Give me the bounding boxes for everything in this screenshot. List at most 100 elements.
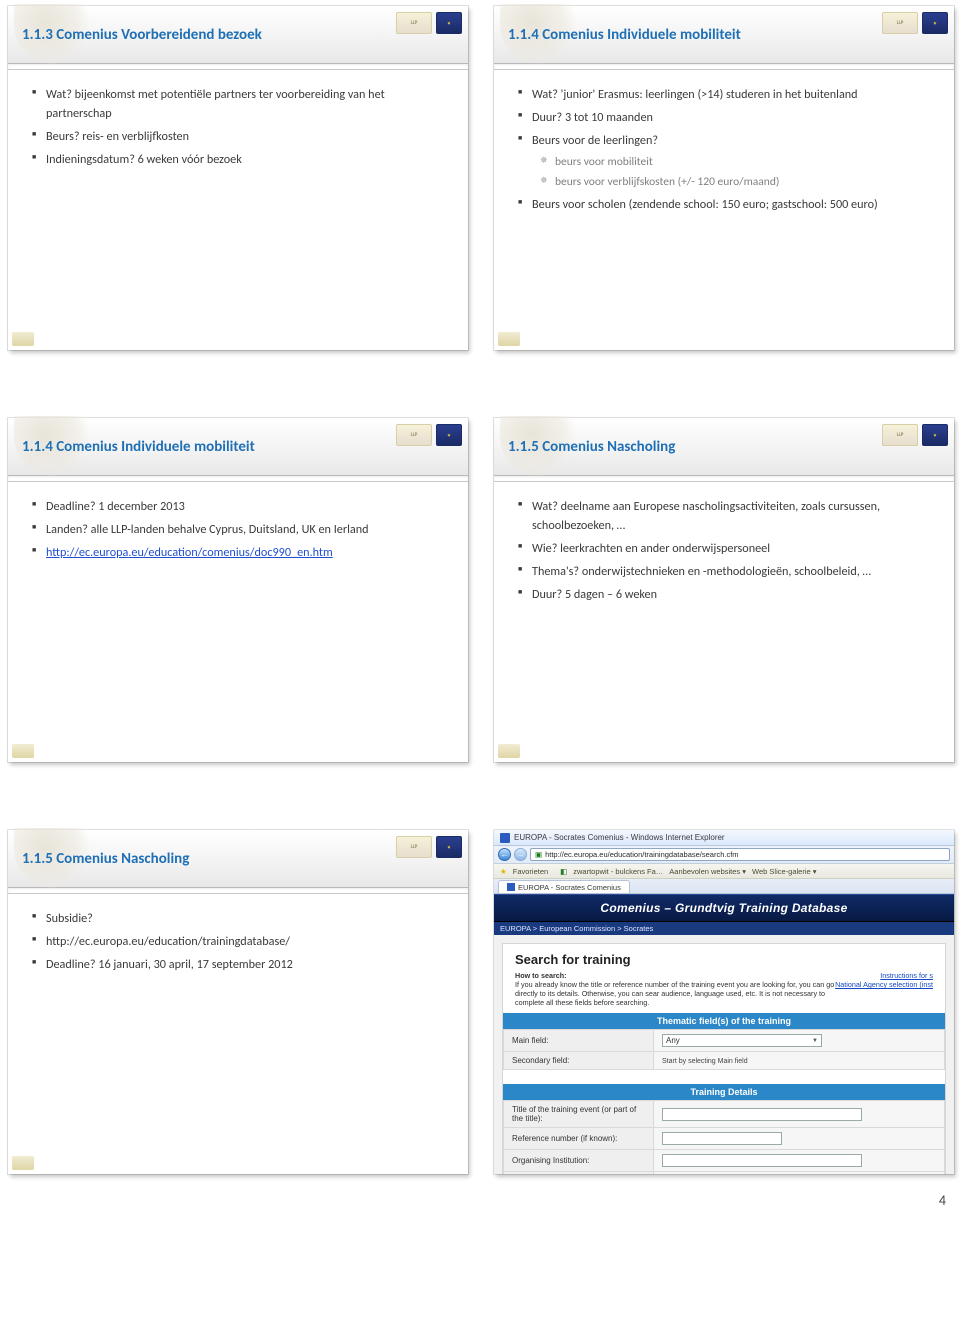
bullet-list: Wat? 'junior' Erasmus: leerlingen (>14) … <box>518 86 934 215</box>
fav-item[interactable]: zwartopwit - bulckens Fa… <box>573 867 663 876</box>
slide-2: 1.1.4 Comenius Individuele mobiliteit LL… <box>494 6 954 350</box>
slide-body: Wat? 'junior' Erasmus: leerlingen (>14) … <box>494 70 954 229</box>
list-item: Deadline? 1 december 2013 <box>32 498 448 517</box>
footer-logo <box>12 744 34 758</box>
back-button[interactable]: ← <box>498 848 511 861</box>
label-org: Organising Institution: <box>504 1150 654 1172</box>
slide-header: 1.1.4 Comenius Individuele mobiliteit LL… <box>494 6 954 63</box>
slide-header: 1.1.5 Comenius Nascholing LLP ⋆ <box>494 418 954 475</box>
list-item: Beurs voor de leerlingen? beurs voor mob… <box>518 132 934 192</box>
list-item: Indieningsdatum? 6 weken vóór bezoek <box>32 151 448 170</box>
slide-1: 1.1.3 Comenius Voorbereidend bezoek LLP … <box>8 6 468 350</box>
favorites-bar: ★ Favorieten ◧ zwartopwit - bulckens Fa…… <box>494 864 954 879</box>
ref-input[interactable] <box>662 1132 782 1145</box>
database-banner: Comenius – Grundtvig Training Database <box>494 894 954 922</box>
slide-title: 1.1.4 Comenius Individuele mobiliteit <box>22 438 255 456</box>
help-row: How to search: If you already know the t… <box>503 971 945 1013</box>
eu-flag-icon: ⋆ <box>436 12 462 34</box>
list-item: Beurs? reis- en verblijfkosten <box>32 128 448 147</box>
footer-logo <box>12 332 34 346</box>
footer-logo <box>498 744 520 758</box>
favicon-icon <box>500 833 510 843</box>
list-item: Beurs voor scholen (zendende school: 150… <box>518 196 934 215</box>
list-item: Thema's? onderwijstechnieken en -methodo… <box>518 563 934 582</box>
table-row: Reference number (if known): <box>504 1128 945 1150</box>
table-row: Main field: Any▼ <box>504 1030 945 1052</box>
divider <box>8 63 468 70</box>
cell-country: Any▼ <box>654 1172 945 1175</box>
label-main-field: Main field: <box>504 1030 654 1052</box>
section-band-details: Training Details <box>503 1084 945 1100</box>
list-item: Duur? 5 dagen – 6 weken <box>518 586 934 605</box>
secondary-hint: Start by selecting Main field <box>662 1058 748 1065</box>
header-badges: LLP ⋆ <box>882 424 948 446</box>
label-secondary-field: Secondary field: <box>504 1052 654 1070</box>
list-item: Deadline? 16 januari, 30 april, 17 septe… <box>32 956 448 975</box>
sub-item: beurs voor mobiliteit <box>540 154 934 172</box>
search-heading: Search for training <box>503 944 945 971</box>
window-title: EUROPA - Socrates Comenius - Windows Int… <box>514 833 725 842</box>
eu-flag-icon: ⋆ <box>922 424 948 446</box>
llp-badge: LLP <box>396 424 432 446</box>
address-bar[interactable]: ▣ http://ec.europa.eu/education/training… <box>530 848 950 861</box>
slide-title: 1.1.5 Comenius Nascholing <box>508 438 675 456</box>
list-item: Wat? deelname aan Europese nascholingsac… <box>518 498 934 536</box>
breadcrumb: EUROPA > European Commission > Socrates <box>494 922 954 935</box>
bullet-list: Wat? bijeenkomst met potentiële partners… <box>32 86 448 170</box>
cell-org <box>654 1150 945 1172</box>
fav-item[interactable]: Web Slice-galerie ▾ <box>752 867 817 876</box>
list-item: Duur? 3 tot 10 maanden <box>518 109 934 128</box>
favorites-label[interactable]: Favorieten <box>513 867 548 876</box>
fav-item[interactable]: Aanbevolen websites ▾ <box>669 867 746 876</box>
llp-badge: LLP <box>396 12 432 34</box>
slide-header: 1.1.3 Comenius Voorbereidend bezoek LLP … <box>8 6 468 63</box>
header-badges: LLP ⋆ <box>396 424 462 446</box>
list-item: Wie? leerkrachten en ander onderwijspers… <box>518 540 934 559</box>
bullet-list: Subsidie? http://ec.europa.eu/education/… <box>32 910 448 975</box>
slide-title: 1.1.4 Comenius Individuele mobiliteit <box>508 26 741 44</box>
llp-badge: LLP <box>396 836 432 858</box>
main-field-select[interactable]: Any▼ <box>662 1034 822 1047</box>
slide-5: 1.1.5 Comenius Nascholing LLP ⋆ Subsidie… <box>8 830 468 1174</box>
list-item: Wat? bijeenkomst met potentiële partners… <box>32 86 448 124</box>
cell-ref-number <box>654 1128 945 1150</box>
slide-header: 1.1.4 Comenius Individuele mobiliteit LL… <box>8 418 468 475</box>
sub-item: beurs voor verblijfskosten (+/- 120 euro… <box>540 174 934 192</box>
llp-badge: LLP <box>882 12 918 34</box>
slide-header: 1.1.5 Comenius Nascholing LLP ⋆ <box>8 830 468 887</box>
slide-grid: 1.1.3 Comenius Voorbereidend bezoek LLP … <box>8 6 952 1174</box>
chevron-down-icon: ▼ <box>812 1038 818 1044</box>
search-card: Search for training How to search: If yo… <box>502 943 946 1174</box>
divider <box>8 475 468 482</box>
section-band-thematic: Thematic field(s) of the training <box>503 1013 945 1029</box>
slide-3: 1.1.4 Comenius Individuele mobiliteit LL… <box>8 418 468 762</box>
eu-flag-icon: ⋆ <box>922 12 948 34</box>
bullet-list: Deadline? 1 december 2013 Landen? alle L… <box>32 498 448 563</box>
list-item: Landen? alle LLP-landen behalve Cyprus, … <box>32 521 448 540</box>
doc-link[interactable]: http://ec.europa.eu/education/comenius/d… <box>46 545 333 560</box>
page-content: Search for training How to search: If yo… <box>494 935 954 1174</box>
divider <box>494 475 954 482</box>
slide-body: Subsidie? http://ec.europa.eu/education/… <box>8 894 468 989</box>
header-badges: LLP ⋆ <box>882 12 948 34</box>
divider <box>8 887 468 894</box>
instructions-link[interactable]: Instructions for s <box>880 971 933 980</box>
browser-toolbar: ← → ▣ http://ec.europa.eu/education/trai… <box>494 846 954 864</box>
agency-link[interactable]: National Agency selection (inst <box>835 980 933 989</box>
list-item: http://ec.europa.eu/education/comenius/d… <box>32 544 448 563</box>
star-icon: ★ <box>500 867 507 876</box>
slide-title: 1.1.3 Comenius Voorbereidend bezoek <box>22 26 262 44</box>
howto-label: How to search: <box>515 971 567 980</box>
org-input[interactable] <box>662 1154 862 1167</box>
browser-titlebar: EUROPA - Socrates Comenius - Windows Int… <box>494 830 954 846</box>
slide-4: 1.1.5 Comenius Nascholing LLP ⋆ Wat? dee… <box>494 418 954 762</box>
table-row: Organising Institution: <box>504 1150 945 1172</box>
slide-body: Deadline? 1 december 2013 Landen? alle L… <box>8 482 468 577</box>
browser-tab[interactable]: EUROPA - Socrates Comenius <box>498 880 630 893</box>
list-item: http://ec.europa.eu/education/trainingda… <box>32 933 448 952</box>
forward-button[interactable]: → <box>514 848 527 861</box>
title-input[interactable] <box>662 1108 862 1121</box>
llp-badge: LLP <box>882 424 918 446</box>
browser-window: EUROPA - Socrates Comenius - Windows Int… <box>494 830 954 1174</box>
eu-flag-icon: ⋆ <box>436 424 462 446</box>
